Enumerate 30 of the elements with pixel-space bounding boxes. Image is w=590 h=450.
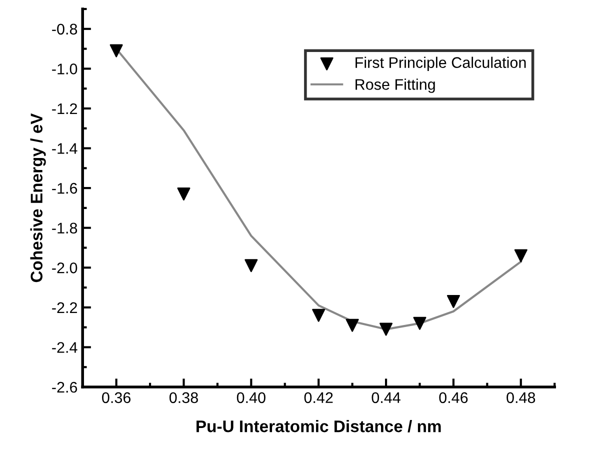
- x-tick-label: 0.48: [506, 392, 536, 404]
- point: [380, 322, 393, 336]
- y-tick-label: -0.8: [52, 24, 78, 35]
- y-tick-label: -1.4: [52, 143, 78, 154]
- legend-label: Rose Fitting: [356, 78, 435, 93]
- x-tick-label: 0.44: [372, 392, 400, 404]
- point: [446, 294, 460, 308]
- y-tick-label: -1.8: [52, 222, 78, 234]
- point: [177, 188, 190, 201]
- y-tick-label: -2.2: [52, 302, 77, 313]
- x-tick-label: 0.38: [169, 392, 198, 404]
- y-tick-label: -1.0: [52, 64, 78, 74]
- y-tick-label: -2.6: [52, 382, 78, 393]
- legend-label: First Principle Calculation: [356, 56, 526, 72]
- point: [514, 249, 528, 262]
- point: [110, 44, 123, 58]
- x-tick-label: 0.42: [304, 392, 333, 404]
- y-tick-label: -2.0: [52, 262, 78, 274]
- x-axis-title: Pu-U Interatomic Distance / nm: [196, 420, 441, 432]
- x-tick-label: 0.36: [102, 392, 131, 404]
- y-tick-label: -2.4: [52, 342, 78, 353]
- y-tick-label: -1.2: [52, 103, 77, 114]
- y-axis-title: Cohesive Energy / eV: [30, 113, 46, 282]
- y-tick-label: -1.6: [52, 182, 78, 194]
- point: [413, 316, 426, 330]
- x-tick-label: 0.46: [439, 392, 468, 404]
- point: [346, 318, 359, 332]
- point: [244, 259, 258, 272]
- point: [312, 308, 326, 322]
- x-tick-label: 0.40: [236, 392, 266, 404]
